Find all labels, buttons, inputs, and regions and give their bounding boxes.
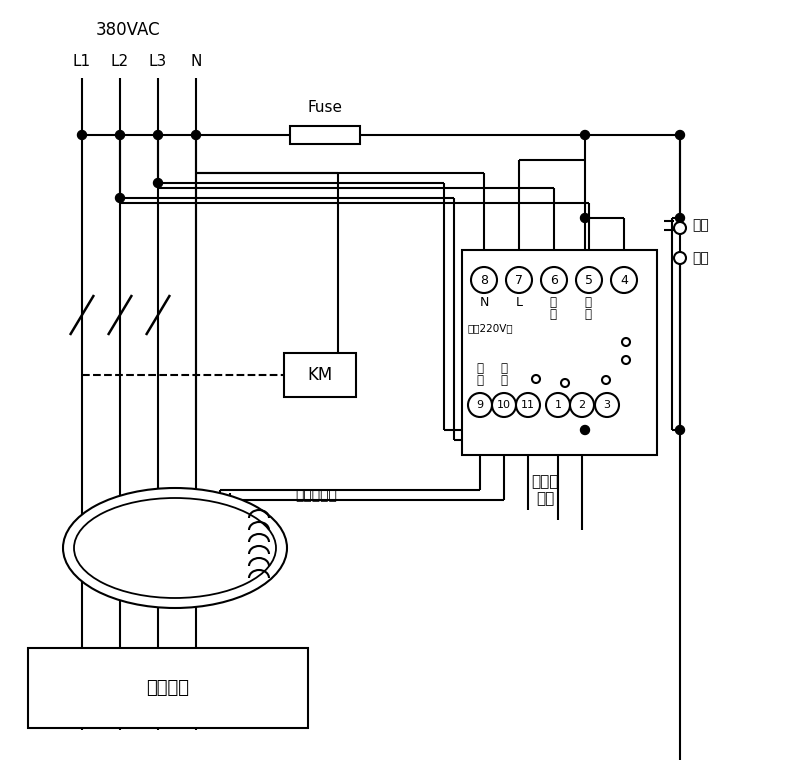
Circle shape xyxy=(532,375,540,383)
Text: 接声光
报警: 接声光 报警 xyxy=(531,474,558,506)
Circle shape xyxy=(561,379,569,387)
Circle shape xyxy=(675,426,685,434)
Circle shape xyxy=(581,213,590,223)
Circle shape xyxy=(115,130,125,140)
Text: 号: 号 xyxy=(477,362,483,375)
Text: 10: 10 xyxy=(497,400,511,410)
Text: N: N xyxy=(479,295,489,308)
Text: 零序互感器: 零序互感器 xyxy=(295,488,337,502)
Text: L1: L1 xyxy=(73,55,91,70)
Text: L2: L2 xyxy=(111,55,129,70)
Text: Fuse: Fuse xyxy=(307,101,342,116)
Text: 9: 9 xyxy=(477,400,483,410)
Circle shape xyxy=(570,393,594,417)
Circle shape xyxy=(191,130,201,140)
Bar xyxy=(462,250,657,455)
Text: 试: 试 xyxy=(550,295,557,308)
Circle shape xyxy=(516,393,540,417)
Text: 380VAC: 380VAC xyxy=(96,21,161,39)
Circle shape xyxy=(675,130,685,140)
Text: 4: 4 xyxy=(620,273,628,287)
Circle shape xyxy=(78,130,86,140)
Circle shape xyxy=(492,393,516,417)
Circle shape xyxy=(576,267,602,293)
Text: 用户设备: 用户设备 xyxy=(146,679,190,697)
Circle shape xyxy=(581,426,590,434)
Text: 信: 信 xyxy=(501,373,507,387)
Text: 验: 验 xyxy=(550,308,557,322)
Text: 开关: 开关 xyxy=(692,251,709,265)
Circle shape xyxy=(622,338,630,346)
Text: 11: 11 xyxy=(521,400,535,410)
Bar xyxy=(284,353,356,397)
Circle shape xyxy=(675,213,685,223)
Circle shape xyxy=(546,393,570,417)
Text: 自锁: 自锁 xyxy=(692,218,709,232)
Bar xyxy=(290,126,360,144)
Text: 5: 5 xyxy=(585,273,593,287)
Text: 3: 3 xyxy=(603,400,610,410)
Text: 1: 1 xyxy=(554,400,562,410)
Text: 试: 试 xyxy=(585,295,591,308)
Text: L3: L3 xyxy=(149,55,167,70)
Circle shape xyxy=(468,393,492,417)
Ellipse shape xyxy=(63,488,287,608)
Text: 电源220V～: 电源220V～ xyxy=(468,323,514,333)
Circle shape xyxy=(595,393,619,417)
Text: 验: 验 xyxy=(585,308,591,322)
Bar xyxy=(28,648,308,728)
Ellipse shape xyxy=(74,498,276,598)
Circle shape xyxy=(581,130,590,140)
Text: L: L xyxy=(515,295,522,308)
Circle shape xyxy=(115,194,125,202)
Circle shape xyxy=(506,267,532,293)
Circle shape xyxy=(611,267,637,293)
Text: N: N xyxy=(190,55,202,70)
Text: KM: KM xyxy=(307,366,333,384)
Circle shape xyxy=(154,130,162,140)
Text: 8: 8 xyxy=(480,273,488,287)
Circle shape xyxy=(471,267,497,293)
Circle shape xyxy=(622,356,630,364)
Circle shape xyxy=(674,252,686,264)
Text: 7: 7 xyxy=(515,273,523,287)
Circle shape xyxy=(541,267,567,293)
Circle shape xyxy=(674,222,686,234)
Text: 2: 2 xyxy=(578,400,586,410)
Text: 号: 号 xyxy=(501,362,507,375)
Circle shape xyxy=(154,179,162,187)
Text: 信: 信 xyxy=(477,373,483,387)
Circle shape xyxy=(602,376,610,384)
Text: 6: 6 xyxy=(550,273,558,287)
